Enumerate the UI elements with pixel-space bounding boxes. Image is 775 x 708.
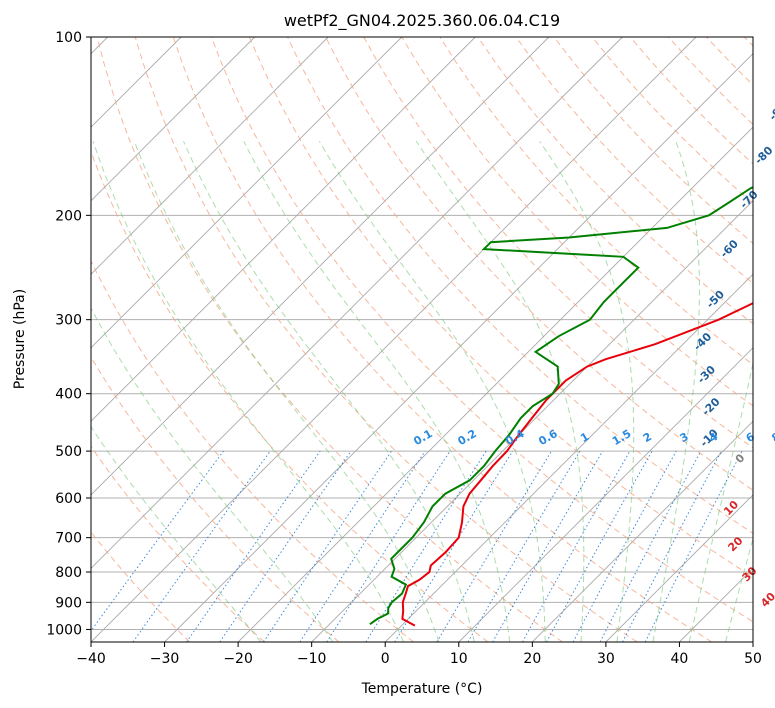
- x-tick-label: −10: [297, 651, 327, 667]
- mixing-ratio-line: [546, 450, 653, 642]
- y-tick-label: 1000: [46, 622, 82, 638]
- isotherm-line: [164, 52, 753, 642]
- mixing-ratio-line: [326, 450, 451, 642]
- x-tick-label: 30: [597, 651, 615, 667]
- moist-adiabat-line: [539, 141, 635, 642]
- y-tick-label: 800: [55, 565, 82, 581]
- x-tick-label: 50: [744, 651, 762, 667]
- isotherm-line: [91, 37, 550, 496]
- isotherm-line: [91, 37, 256, 202]
- isotherm-line: [91, 37, 623, 570]
- x-tick-label: 0: [381, 651, 390, 667]
- plot-frame: [90, 36, 754, 643]
- dry-adiabat-line: [91, 356, 340, 642]
- moist-adiabat-line: [91, 307, 334, 642]
- mixing-ratio-line: [186, 450, 321, 642]
- y-tick-label: 700: [55, 531, 82, 547]
- dry-adiabat-line: [210, 37, 753, 623]
- mixing-ratio-line: [219, 450, 352, 642]
- temperature-profile-line: [401, 302, 753, 627]
- x-tick-label: −40: [76, 651, 106, 667]
- isotherm-line: [458, 347, 753, 642]
- mixing-ratio-line: [394, 450, 514, 642]
- moist-adiabat-line: [652, 141, 700, 642]
- dry-adiabat-line: [134, 37, 638, 642]
- y-tick-label: 100: [55, 30, 82, 46]
- mixing-ratio-line: [572, 450, 677, 642]
- isotherm-line: [91, 37, 476, 422]
- chart-title: wetPf2_GN04.2025.360.06.04.C19: [284, 11, 560, 31]
- background-lines: [91, 37, 753, 642]
- dry-adiabat-line: [325, 37, 753, 491]
- x-tick-label: 40: [671, 651, 689, 667]
- dry-adiabat-line: [96, 37, 563, 642]
- moist-adiabat-line: [92, 141, 405, 642]
- dry-adiabat-line: [91, 259, 414, 642]
- isotherm-line: [237, 126, 753, 642]
- isotherm-line: [91, 37, 403, 349]
- isotherm-line: [605, 494, 753, 642]
- mixing-ratio-line: [263, 450, 392, 642]
- moist-adiabat-line: [415, 141, 585, 642]
- x-tick-label: −20: [223, 651, 253, 667]
- y-tick-label: 500: [55, 444, 82, 460]
- mixing-ratio-label: 8: [770, 430, 775, 445]
- dry-adiabat-line: [287, 37, 753, 534]
- isotherm-line: [531, 420, 753, 642]
- dry-adiabat-line: [248, 37, 753, 578]
- y-axis-title: Pressure (hPa): [12, 289, 28, 389]
- mixing-ratio-line: [644, 450, 743, 642]
- dry-adiabat-line: [172, 37, 713, 642]
- moist-adiabat-line: [318, 141, 546, 642]
- moist-adiabat-line: [725, 536, 753, 642]
- dry-adiabat-label: -90: [767, 100, 775, 123]
- y-tick-label: 900: [55, 595, 82, 611]
- moist-adiabat-line: [91, 425, 262, 642]
- axes: −40 −30 −20 −10 0 10 20 30 40 50 1000 900 800 700 600 5…: [46, 30, 762, 667]
- x-tick-label: 20: [523, 651, 541, 667]
- y-tick-label: 600: [55, 491, 82, 507]
- dry-adiabat-line: [91, 445, 265, 642]
- x-axis-title: Temperature (°C): [361, 681, 483, 697]
- moist-adiabat-line: [183, 141, 475, 642]
- isotherm-line: [384, 273, 753, 642]
- series-layer: [369, 186, 753, 627]
- y-tick-label: 400: [55, 387, 82, 403]
- dewpoint-profile-line: [369, 186, 753, 626]
- moist-adiabat-line: [688, 360, 753, 642]
- moist-adiabat-line: [133, 141, 440, 642]
- mixing-ratio-line: [132, 450, 271, 642]
- y-tick-label: 200: [55, 208, 82, 224]
- y-tick-label: 300: [55, 313, 82, 329]
- mixing-ratio-line: [522, 450, 631, 642]
- dry-adiabat-line: [515, 37, 753, 284]
- mixing-ratio-line: [299, 450, 426, 642]
- isotherm-line: [91, 37, 697, 642]
- moist-adiabat-line: [243, 141, 511, 642]
- mixing-ratio-line: [91, 450, 224, 632]
- x-tick-label: 10: [450, 651, 468, 667]
- isotherm-line: [91, 37, 329, 275]
- x-tick-label: −30: [150, 651, 180, 667]
